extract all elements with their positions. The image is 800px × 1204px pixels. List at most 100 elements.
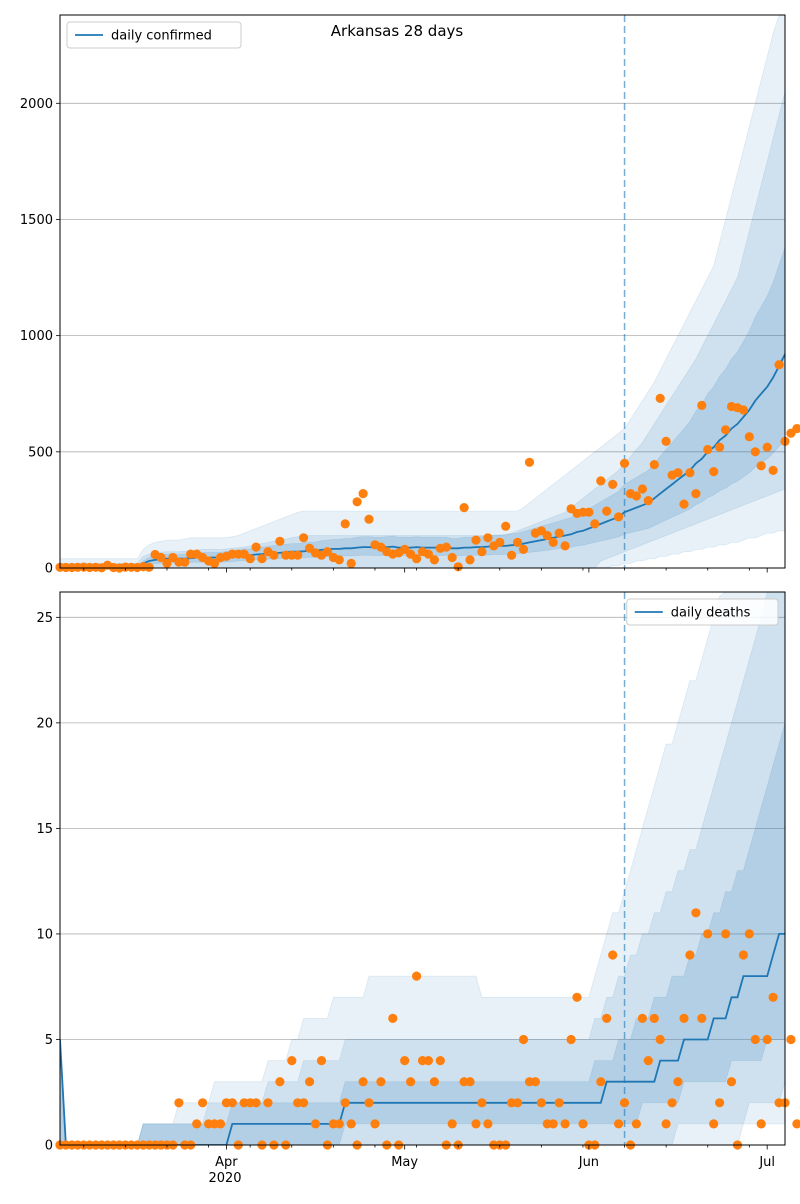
- observed-point: [227, 1098, 237, 1108]
- uncertainty-band-mid: [60, 90, 785, 568]
- observed-point: [263, 1098, 273, 1108]
- observed-point: [412, 971, 422, 981]
- legend-box: [626, 598, 779, 626]
- uncertainty-band-outer: [60, 592, 785, 1145]
- observed-point: [786, 1034, 796, 1045]
- observed-point: [673, 468, 683, 478]
- observed-point: [548, 1119, 558, 1129]
- observed-point: [518, 544, 529, 555]
- observed-point: [554, 1098, 564, 1108]
- observed-point: [518, 1034, 529, 1045]
- x-tick-label: May: [391, 1155, 418, 1170]
- observed-point: [756, 461, 766, 471]
- observed-point: [429, 1077, 439, 1087]
- observed-point: [334, 1119, 344, 1129]
- y-tick-label: 25: [36, 611, 53, 626]
- observed-point: [530, 1077, 541, 1087]
- observed-point: [715, 442, 725, 452]
- observed-point: [483, 1119, 493, 1129]
- observed-point: [423, 1056, 433, 1066]
- observed-point: [275, 1077, 285, 1087]
- observed-point: [750, 1034, 760, 1045]
- observed-point: [322, 547, 332, 557]
- median-series-line: [60, 930, 785, 1145]
- observed-point: [631, 1119, 642, 1129]
- observed-point: [471, 535, 481, 545]
- observed-point: [715, 1098, 725, 1108]
- observed-point: [346, 558, 356, 569]
- observed-point: [447, 1119, 457, 1129]
- observed-point: [180, 557, 190, 567]
- observed-point: [744, 929, 754, 939]
- observed-point: [198, 1098, 208, 1108]
- observed-point: [655, 1034, 665, 1045]
- observed-point: [697, 400, 707, 410]
- deaths-panel: 0 5 10 15 20 25 Apr May Jun Jul daily deaths: [36, 591, 800, 1170]
- observed-point: [513, 537, 523, 548]
- observed-point: [441, 542, 451, 552]
- observed-point: [257, 554, 267, 564]
- observed-point: [412, 554, 422, 564]
- observed-point: [738, 950, 749, 960]
- observed-point: [661, 1119, 671, 1129]
- legend-box: [66, 21, 242, 49]
- observed-point: [316, 1056, 327, 1066]
- observed-point: [423, 549, 433, 559]
- observed-point: [144, 562, 154, 572]
- observed-point: [631, 491, 642, 501]
- observed-point: [542, 530, 552, 541]
- y-tick-label: 15: [36, 822, 53, 837]
- legend: daily confirmed: [66, 21, 242, 49]
- observed-point: [548, 537, 558, 548]
- observed-point: [750, 447, 760, 457]
- observed-point: [649, 460, 659, 470]
- x-tick-label: Jun: [578, 1155, 599, 1170]
- observed-point: [400, 1056, 410, 1066]
- observed-point: [590, 519, 600, 529]
- y-tick-label: 500: [28, 445, 53, 460]
- observed-point: [721, 425, 731, 435]
- uncertainty-band-mid: [60, 592, 785, 1145]
- observed-point: [364, 1098, 374, 1108]
- x-tick-label: Apr: [215, 1155, 238, 1170]
- observed-point: [756, 1119, 766, 1129]
- observed-point: [524, 457, 535, 467]
- observed-point: [709, 467, 719, 477]
- observed-point: [465, 1077, 475, 1087]
- observed-point: [768, 465, 778, 475]
- observed-point: [608, 950, 618, 960]
- plot-frame: [59, 14, 786, 569]
- observed-point: [602, 506, 612, 516]
- uncertainty-band-inner: [60, 721, 785, 1145]
- y-tick-label: 20: [36, 716, 53, 731]
- observed-point: [406, 1077, 416, 1087]
- observed-point: [685, 950, 695, 960]
- observed-point: [697, 1013, 707, 1024]
- observed-point: [299, 1098, 309, 1108]
- observed-point: [346, 1119, 356, 1129]
- observed-point: [251, 542, 261, 552]
- observed-point: [334, 555, 344, 565]
- observed-point: [560, 541, 570, 551]
- observed-point: [560, 1119, 570, 1129]
- observed-point: [762, 1034, 772, 1045]
- observed-point: [501, 521, 511, 531]
- observed-point: [643, 1056, 653, 1066]
- observed-point: [709, 1119, 719, 1129]
- y-tick-label: 10: [36, 927, 53, 942]
- observed-point: [608, 479, 618, 489]
- confirmed-panel: 0 500 1000 1500 2000 daily confirmed: [20, 14, 800, 577]
- observed-point: [174, 1098, 184, 1108]
- observed-point: [162, 558, 172, 569]
- y-tick-label: 2000: [20, 97, 53, 112]
- observed-point: [792, 424, 800, 434]
- observed-point: [340, 519, 350, 529]
- observed-point: [310, 1119, 321, 1129]
- observed-point: [792, 1119, 800, 1129]
- observed-point: [679, 1013, 689, 1024]
- observed-point: [619, 1098, 630, 1108]
- observed-point: [596, 1077, 606, 1087]
- observed-point: [471, 1119, 481, 1129]
- observed-point: [691, 908, 701, 918]
